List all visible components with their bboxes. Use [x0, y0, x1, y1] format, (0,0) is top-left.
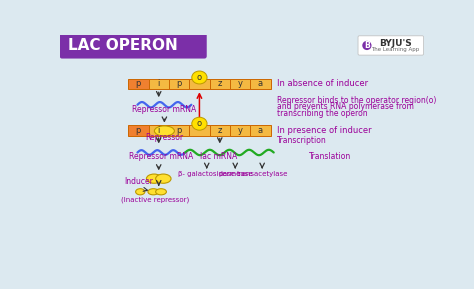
- Text: z: z: [218, 79, 222, 88]
- Text: i: i: [157, 126, 160, 135]
- Text: lac mRNA: lac mRNA: [200, 152, 237, 162]
- Text: a: a: [258, 79, 263, 88]
- Text: Inducer: Inducer: [124, 177, 153, 186]
- Ellipse shape: [155, 126, 174, 136]
- Ellipse shape: [155, 189, 166, 195]
- Bar: [148, 125, 169, 136]
- Bar: [250, 79, 271, 89]
- Ellipse shape: [146, 174, 162, 183]
- Ellipse shape: [192, 117, 207, 130]
- Text: BYJU'S: BYJU'S: [379, 39, 412, 48]
- Ellipse shape: [148, 189, 159, 195]
- Text: Repressor binds to the operator region(o): Repressor binds to the operator region(o…: [277, 95, 436, 105]
- Text: a: a: [258, 126, 263, 135]
- Text: (Inactive repressor): (Inactive repressor): [121, 197, 189, 203]
- Text: y: y: [237, 79, 243, 88]
- Text: p: p: [176, 79, 182, 88]
- Bar: [128, 79, 148, 89]
- Bar: [128, 125, 148, 136]
- Bar: [189, 125, 210, 136]
- Text: permease: permease: [218, 171, 253, 177]
- Bar: [230, 125, 250, 136]
- Text: In absence of inducer: In absence of inducer: [277, 79, 368, 88]
- Text: B: B: [364, 41, 370, 50]
- Text: Repressor mRNA: Repressor mRNA: [129, 152, 193, 162]
- Bar: [210, 79, 230, 89]
- Bar: [230, 79, 250, 89]
- Text: i: i: [157, 79, 160, 88]
- Circle shape: [362, 41, 372, 50]
- Bar: [250, 125, 271, 136]
- Text: transcribing the operon: transcribing the operon: [277, 109, 367, 118]
- Text: The Learning App: The Learning App: [371, 47, 419, 52]
- Text: o: o: [197, 119, 202, 128]
- Text: β- galactosidase: β- galactosidase: [178, 171, 235, 177]
- Text: and prevents RNA polymerase from: and prevents RNA polymerase from: [277, 102, 414, 112]
- Text: Repressor mRNA: Repressor mRNA: [132, 105, 197, 114]
- Text: p: p: [176, 126, 182, 135]
- Text: y: y: [237, 126, 243, 135]
- Text: transacetylase: transacetylase: [237, 171, 288, 177]
- Bar: [148, 79, 169, 89]
- Bar: [210, 125, 230, 136]
- Text: Translation: Translation: [309, 152, 351, 162]
- Ellipse shape: [136, 189, 145, 195]
- Text: In presence of inducer: In presence of inducer: [277, 126, 372, 135]
- Bar: [189, 79, 210, 89]
- Ellipse shape: [155, 174, 171, 183]
- Text: LAC OPERON: LAC OPERON: [68, 38, 178, 53]
- Ellipse shape: [192, 71, 207, 84]
- Text: p: p: [136, 126, 141, 135]
- Text: Repressor: Repressor: [146, 133, 183, 142]
- Text: z: z: [218, 126, 222, 135]
- FancyBboxPatch shape: [358, 36, 423, 55]
- Bar: [169, 125, 189, 136]
- Text: Transcription: Transcription: [277, 136, 327, 145]
- FancyBboxPatch shape: [60, 32, 207, 59]
- Text: o: o: [197, 73, 202, 82]
- Text: p: p: [136, 79, 141, 88]
- Bar: [169, 79, 189, 89]
